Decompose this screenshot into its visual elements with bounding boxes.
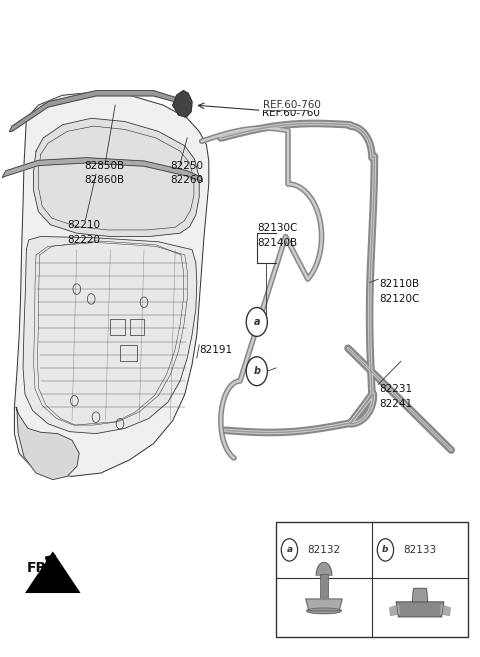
Polygon shape	[23, 237, 197, 434]
Text: 82860B: 82860B	[84, 175, 124, 185]
Text: b: b	[253, 366, 260, 376]
Bar	[120, 345, 137, 361]
Polygon shape	[2, 158, 203, 181]
Polygon shape	[412, 589, 428, 602]
Polygon shape	[173, 91, 192, 117]
Circle shape	[377, 539, 394, 561]
Text: a: a	[253, 317, 260, 327]
Polygon shape	[34, 118, 199, 237]
Polygon shape	[390, 605, 399, 616]
Polygon shape	[441, 605, 450, 616]
Polygon shape	[396, 602, 444, 617]
Text: 82140B: 82140B	[257, 238, 297, 248]
Circle shape	[246, 357, 267, 386]
Text: 82850B: 82850B	[84, 161, 124, 171]
Polygon shape	[10, 91, 192, 131]
Text: 82231: 82231	[379, 384, 412, 394]
Polygon shape	[14, 92, 209, 476]
Text: b: b	[382, 545, 389, 555]
Polygon shape	[46, 555, 58, 566]
Bar	[130, 319, 144, 335]
Text: 82120C: 82120C	[379, 294, 420, 304]
Text: 82210: 82210	[67, 220, 100, 230]
Text: 82191: 82191	[199, 345, 232, 355]
Text: REF.60-760: REF.60-760	[263, 100, 321, 110]
Circle shape	[246, 307, 267, 336]
Text: 82260: 82260	[170, 175, 204, 185]
Bar	[110, 319, 125, 335]
FancyBboxPatch shape	[320, 574, 328, 599]
Text: 82250: 82250	[170, 161, 204, 171]
Text: 82132: 82132	[308, 545, 341, 555]
Text: 82133: 82133	[404, 545, 437, 555]
Text: a: a	[287, 545, 292, 555]
Text: 82130C: 82130C	[257, 223, 297, 233]
Text: REF.60-760: REF.60-760	[262, 108, 320, 118]
Text: FR.: FR.	[26, 561, 52, 576]
Circle shape	[281, 539, 298, 561]
Text: 82241: 82241	[379, 399, 412, 409]
FancyArrowPatch shape	[25, 551, 81, 593]
Text: 82220: 82220	[67, 235, 100, 244]
Polygon shape	[16, 407, 79, 480]
Polygon shape	[307, 608, 341, 614]
Polygon shape	[316, 562, 332, 576]
Text: 82110B: 82110B	[379, 279, 420, 289]
Polygon shape	[306, 599, 342, 611]
Bar	[276, 522, 468, 637]
